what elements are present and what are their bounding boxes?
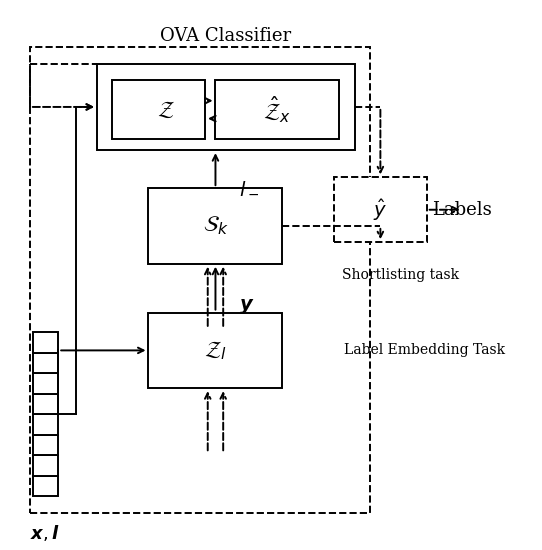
Bar [97,64,354,150]
Bar [33,332,59,353]
Text: Label Embedding Task: Label Embedding Task [344,343,506,358]
Bar [334,177,427,242]
Bar [33,455,59,476]
Text: $\hat{y}$: $\hat{y}$ [373,197,388,223]
Text: $\boldsymbol{x, l}$: $\boldsymbol{x, l}$ [30,523,60,543]
Text: $\mathcal{S}_k$: $\mathcal{S}_k$ [203,214,228,237]
Bar [33,435,59,455]
Text: $\boldsymbol{y}$: $\boldsymbol{y}$ [238,296,254,316]
Bar [149,312,282,388]
Text: $l_-$: $l_-$ [238,179,259,197]
Bar [33,414,59,435]
Text: Shortlisting task: Shortlisting task [341,268,459,282]
Bar [33,353,59,373]
Bar [112,80,205,139]
Bar [33,373,59,394]
Bar [33,476,59,497]
Text: $\mathcal{Z}$: $\mathcal{Z}$ [157,98,175,120]
Text: Labels: Labels [432,201,492,219]
Bar [30,47,370,513]
Text: OVA Classifier: OVA Classifier [160,27,292,45]
Bar [149,188,282,264]
Text: $\mathcal{Z}_l$: $\mathcal{Z}_l$ [204,339,227,362]
Bar [216,80,339,139]
Text: $\hat{\mathcal{Z}}_x$: $\hat{\mathcal{Z}}_x$ [263,95,292,125]
Bar [33,394,59,414]
